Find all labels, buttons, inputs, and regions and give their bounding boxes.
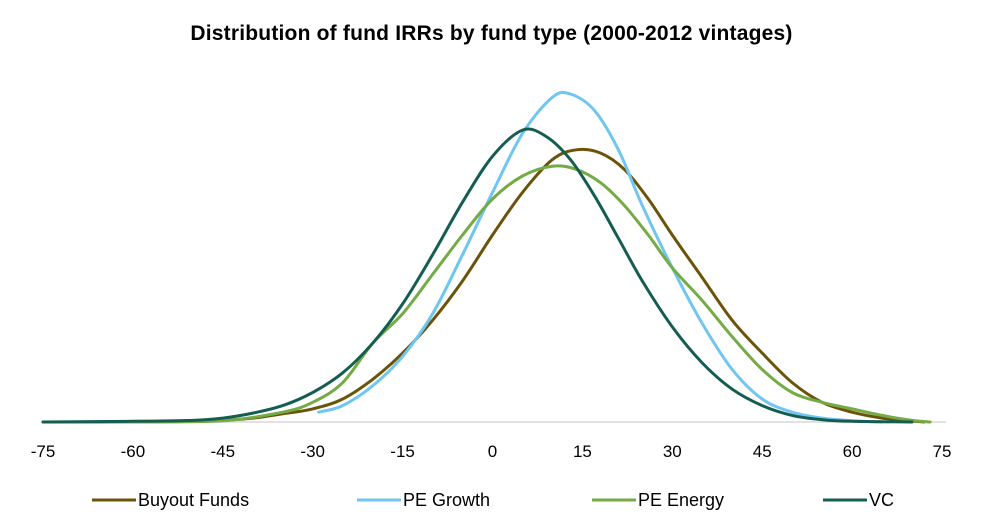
series-line-pe-growth	[317, 90, 884, 424]
x-tick-label: 75	[933, 442, 952, 461]
legend-item-buyout-funds: Buyout Funds	[92, 490, 249, 510]
x-tick-label: 30	[663, 442, 682, 461]
x-tick-label: -75	[31, 442, 56, 461]
legend-label: PE Growth	[403, 490, 490, 510]
x-tick-label: 45	[753, 442, 772, 461]
x-tick-label: 15	[573, 442, 592, 461]
x-tick-labels: -75 -60 -45 -30 -15 0 15 30 45 60 75	[31, 442, 952, 461]
x-tick-label: 60	[843, 442, 862, 461]
legend-label: VC	[869, 490, 894, 510]
chart-title: Distribution of fund IRRs by fund type (…	[190, 22, 793, 45]
legend-label: PE Energy	[638, 490, 724, 510]
series-line-pe-energy	[41, 164, 932, 424]
x-tick-label: -15	[390, 442, 415, 461]
legend-label: Buyout Funds	[138, 490, 249, 510]
series-line-buyout-funds	[41, 147, 926, 424]
legend-item-pe-energy: PE Energy	[592, 490, 724, 510]
x-tick-label: -45	[211, 442, 236, 461]
series-line-vc	[41, 127, 914, 424]
x-tick-label: -60	[121, 442, 146, 461]
legend-item-pe-growth: PE Growth	[357, 490, 490, 510]
x-tick-label: -30	[300, 442, 325, 461]
legend-item-vc: VC	[823, 490, 894, 510]
x-tick-label: 0	[488, 442, 497, 461]
legend: Buyout Funds PE Growth PE Energy VC	[92, 490, 894, 510]
series-lines	[41, 90, 932, 424]
